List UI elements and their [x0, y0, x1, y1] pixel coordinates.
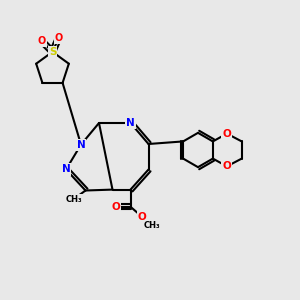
Text: N: N — [76, 140, 85, 150]
Text: O: O — [111, 202, 120, 212]
Text: O: O — [223, 161, 231, 171]
Text: O: O — [223, 129, 231, 139]
Text: S: S — [49, 47, 56, 57]
Text: N: N — [61, 164, 70, 175]
Text: O: O — [138, 212, 147, 222]
Text: O: O — [55, 33, 63, 43]
Text: O: O — [38, 36, 46, 46]
Text: CH₃: CH₃ — [65, 195, 82, 204]
Text: N: N — [126, 118, 135, 128]
Text: CH₃: CH₃ — [144, 221, 161, 230]
